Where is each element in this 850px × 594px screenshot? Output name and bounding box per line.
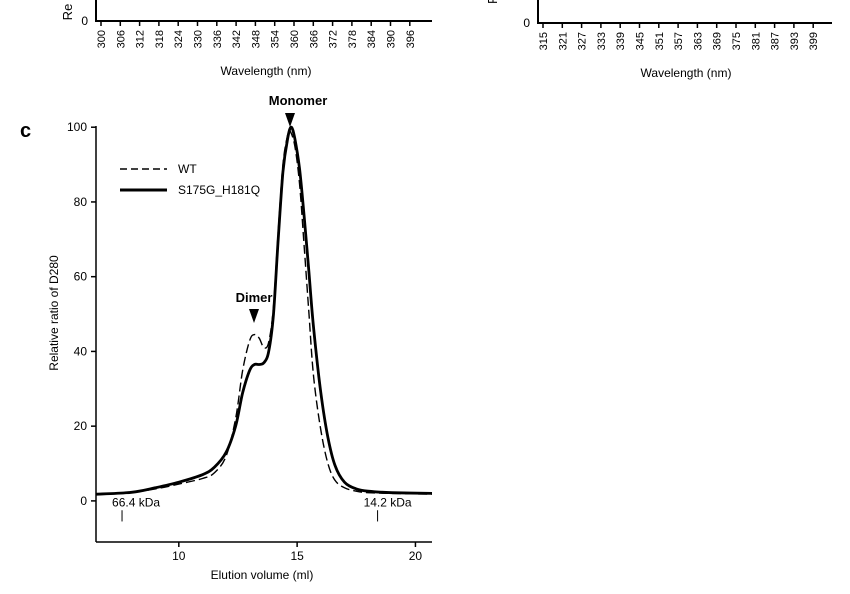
x-tick-label: 375	[731, 32, 743, 50]
top-left-y-zero: 0	[81, 14, 88, 28]
x-tick-label: 363	[692, 32, 704, 50]
y-tick-label: 80	[74, 195, 88, 209]
x-tick-label: 345	[635, 32, 647, 50]
y-tick-label: 0	[80, 494, 87, 508]
x-tick-label: 306	[115, 30, 127, 48]
top-left-xlabel: Wavelength (nm)	[221, 64, 312, 78]
x-tick-label: 369	[712, 32, 724, 50]
dimer-arrow	[249, 309, 259, 323]
x-tick-label: 315	[538, 32, 550, 50]
series-line-mutant	[95, 125, 433, 496]
size-markers: 66.4 kDa 14.2 kDa	[112, 496, 412, 522]
x-tick-label: 372	[328, 30, 340, 48]
x-tick-label: 15	[290, 549, 304, 563]
x-tick-label: 390	[386, 30, 398, 48]
monomer-arrow	[285, 113, 295, 127]
y-tick-label: 100	[67, 120, 87, 134]
x-tick-label: 366	[308, 30, 320, 48]
x-tick-label: 348	[250, 30, 262, 48]
x-tick-label: 324	[173, 30, 185, 48]
y-tick-label: 40	[74, 344, 88, 358]
legend-label-wt: WT	[178, 162, 197, 176]
x-tick-label: 393	[789, 32, 801, 50]
x-tick-label: 342	[231, 30, 243, 48]
x-tick-label: 378	[347, 30, 359, 48]
top-right-y-zero: 0	[523, 16, 530, 30]
x-tick-label: 20	[409, 549, 423, 563]
x-tick-label: 318	[154, 30, 166, 48]
top-right-panel: F 0 315 321 327 333 339 345 351 357 363 369 375 381…	[485, 0, 832, 80]
x-tick-label: 360	[289, 30, 301, 48]
monomer-label: Monomer	[269, 93, 328, 108]
x-tick-label: 381	[750, 32, 762, 50]
y-tick-label: 20	[74, 419, 88, 433]
x-tick-label: 399	[808, 32, 820, 50]
x-tick-label: 330	[193, 30, 205, 48]
x-tick-label: 354	[270, 30, 282, 48]
y-tick-label: 60	[74, 270, 88, 284]
x-tick-label: 300	[96, 30, 108, 48]
x-tick-label: 336	[212, 30, 224, 48]
x-tick-label: 333	[596, 32, 608, 50]
top-right-xlabel: Wavelength (nm)	[641, 66, 732, 80]
dimer-label: Dimer	[236, 290, 273, 305]
panel-c: c Relative ratio of D280 Elution volume …	[20, 93, 433, 582]
top-left-x-ticks: 300 306 312 318 324 330 336 342 348 354 360 366 372 3…	[96, 21, 417, 48]
y-axis-label: Relative ratio of D280	[47, 255, 61, 371]
axes: 0 20 40 60 80 100 10 15 20	[67, 120, 432, 563]
series-line-wt	[95, 129, 433, 495]
series-lines	[95, 125, 433, 496]
x-tick-label: 339	[615, 32, 627, 50]
x-tick-label: 357	[673, 32, 685, 50]
x-tick-label: 327	[577, 32, 589, 50]
x-tick-label: 396	[405, 30, 417, 48]
legend-label-mutant: S175G_H181Q	[178, 183, 260, 197]
panel-c-label: c	[20, 120, 31, 142]
size-marker-label: 14.2 kDa	[364, 496, 412, 510]
x-tick-label: 351	[654, 32, 666, 50]
x-axis-label: Elution volume (ml)	[211, 568, 314, 582]
x-tick-label: 387	[770, 32, 782, 50]
top-right-x-ticks: 315 321 327 333 339 345 351 357 363 369 375 381 387 3…	[538, 23, 820, 50]
top-right-ylabel: F	[485, 0, 500, 4]
size-marker-label: 66.4 kDa	[112, 496, 160, 510]
top-left-ylabel: Re	[60, 4, 75, 21]
x-tick-label: 10	[172, 549, 186, 563]
legend: WT S175G_H181Q	[120, 162, 260, 197]
x-tick-label: 384	[366, 30, 378, 48]
top-left-panel: Re 0 300 306 312 318 324 330 336 342 348 354 360 36…	[60, 0, 432, 78]
x-tick-label: 321	[557, 32, 569, 50]
x-tick-label: 312	[135, 30, 147, 48]
